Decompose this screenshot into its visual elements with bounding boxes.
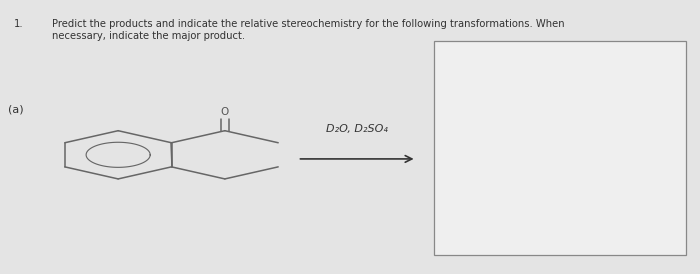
Text: 1.: 1. <box>14 19 24 29</box>
Text: O: O <box>220 107 229 117</box>
Text: Predict the products and indicate the relative stereochemistry for the following: Predict the products and indicate the re… <box>52 19 565 41</box>
Text: D₂O, D₂SO₄: D₂O, D₂SO₄ <box>326 124 388 134</box>
Text: (a): (a) <box>8 105 24 115</box>
Bar <box>434 41 686 255</box>
